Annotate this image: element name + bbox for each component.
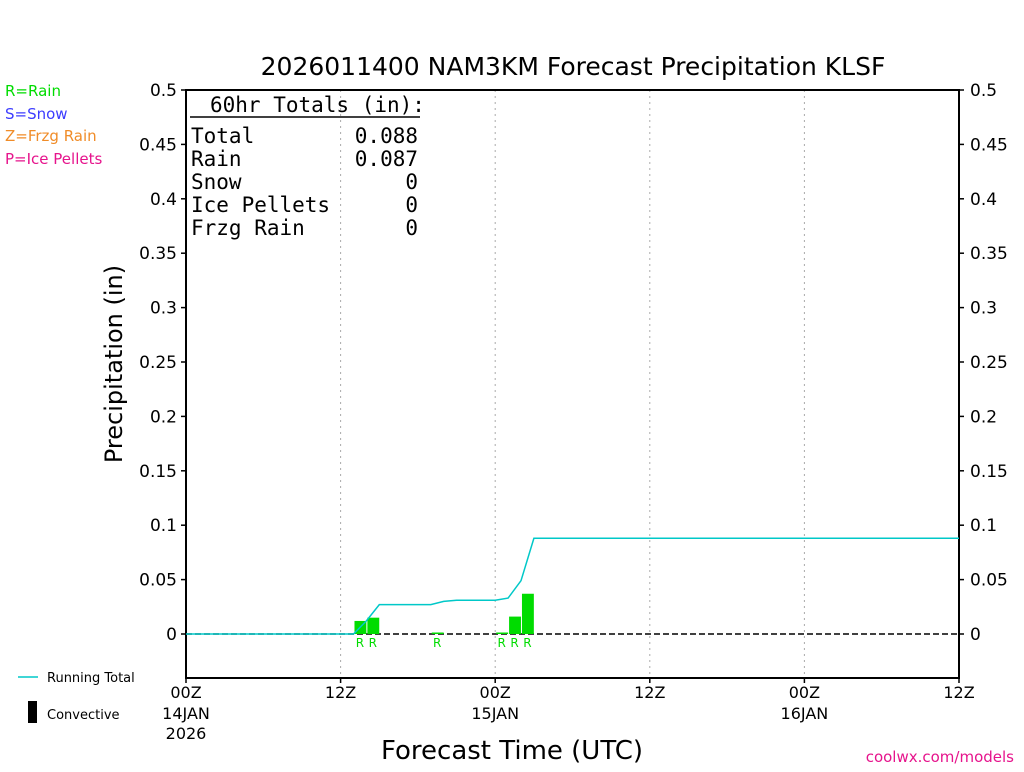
totals-row-value: 0.088 (355, 124, 418, 148)
y-tick-label-right: 0.5 (970, 81, 997, 101)
y-tick-label-right: 0.2 (970, 407, 997, 427)
totals-box: 60hr Totals (in): Total 0.088 Rain 0.087 Sno… (190, 93, 425, 240)
x-tick-date: 15JAN (471, 704, 519, 723)
y-tick-label-left: 0.15 (139, 462, 177, 482)
legend-frzg-rain: Z=Frzg Rain (5, 127, 97, 145)
running-total-legend: Running Total (47, 671, 135, 686)
x-tick-year: 2026 (166, 724, 207, 743)
legend-snow: S=Snow (5, 105, 68, 123)
precip-type-label: R (497, 636, 505, 650)
chart-title: 2026011400 NAM3KM Forecast Precipitation… (261, 52, 886, 81)
totals-row-value: 0 (405, 170, 418, 194)
y-axis-left: 0.5 0.45 0.4 0.35 0.3 0.25 0.2 0.15 0.1 0.05 0 (139, 81, 186, 645)
x-tick-label: 00Z (170, 683, 201, 702)
precip-type-label: R (510, 636, 518, 650)
precip-bar (431, 632, 444, 634)
y-tick-label-right: 0 (970, 625, 981, 645)
y-tick-label-right: 0.45 (970, 135, 1008, 155)
x-tick-label: 12Z (943, 683, 974, 702)
y-tick-label-left: 0.5 (150, 81, 177, 101)
y-tick-label-left: 0.2 (150, 407, 177, 427)
totals-header: 60hr Totals (in): (210, 93, 425, 117)
plot-frame (185, 89, 960, 679)
credit-text: coolwx.com/models (866, 748, 1014, 766)
precip-type-label: R (369, 636, 377, 650)
y-tick-label-left: 0.25 (139, 353, 177, 373)
x-tick-label: 00Z (789, 683, 820, 702)
convective-legend: Convective (47, 708, 120, 723)
y-tick-label-right: 0.35 (970, 244, 1008, 264)
y-tick-label-left: 0 (166, 625, 177, 645)
x-tick-date: 14JAN (162, 704, 210, 723)
legend-ice-pellets: P=Ice Pellets (5, 150, 102, 168)
y-tick-label-left: 0.35 (139, 244, 177, 264)
totals-row-value: 0 (405, 193, 418, 217)
gridlines (340, 90, 805, 678)
y-tick-label-right: 0.3 (970, 299, 997, 319)
y-tick-label-left: 0.3 (150, 299, 177, 319)
y-tick-label-left: 0.4 (150, 190, 177, 210)
y-tick-label-left: 0.45 (139, 135, 177, 155)
precip-type-label: R (523, 636, 531, 650)
y-tick-label-right: 0.25 (970, 353, 1008, 373)
x-tick-label: 00Z (480, 683, 511, 702)
precip-bar (367, 617, 380, 634)
totals-row-label: Snow (191, 170, 242, 194)
totals-row-label: Ice Pellets (191, 193, 330, 217)
precip-bars (354, 593, 534, 634)
totals-row-label: Total (191, 124, 254, 148)
y-tick-label-right: 0.05 (970, 571, 1008, 591)
y-tick-label-right: 0.4 (970, 190, 997, 210)
y-axis-right: 0.5 0.45 0.4 0.35 0.3 0.25 0.2 0.15 0.1 0.05 0 (959, 81, 1008, 645)
y-axis-title: Precipitation (in) (100, 265, 128, 463)
y-tick-label-right: 0.15 (970, 462, 1008, 482)
totals-row-value: 0.087 (355, 147, 418, 171)
precip-bar (496, 632, 509, 634)
totals-row-label: Frzg Rain (191, 216, 305, 240)
precip-type-label: R (356, 636, 364, 650)
precip-bar (509, 616, 521, 634)
y-tick-label-right: 0.1 (970, 516, 997, 536)
y-tick-label-left: 0.1 (150, 516, 177, 536)
precip-type-label: R (433, 636, 441, 650)
legend-rain: R=Rain (5, 82, 61, 100)
totals-row-value: 0 (405, 216, 418, 240)
running-total-line (186, 537, 959, 635)
y-tick-label-left: 0.05 (139, 571, 177, 591)
x-tick-label: 12Z (634, 683, 665, 702)
precip-bar (521, 593, 534, 634)
x-axis-title: Forecast Time (UTC) (381, 736, 643, 766)
convective-legend-swatch (28, 701, 37, 723)
totals-row-label: Rain (191, 147, 242, 171)
x-tick-label: 12Z (325, 683, 356, 702)
x-tick-date: 16JAN (781, 704, 829, 723)
